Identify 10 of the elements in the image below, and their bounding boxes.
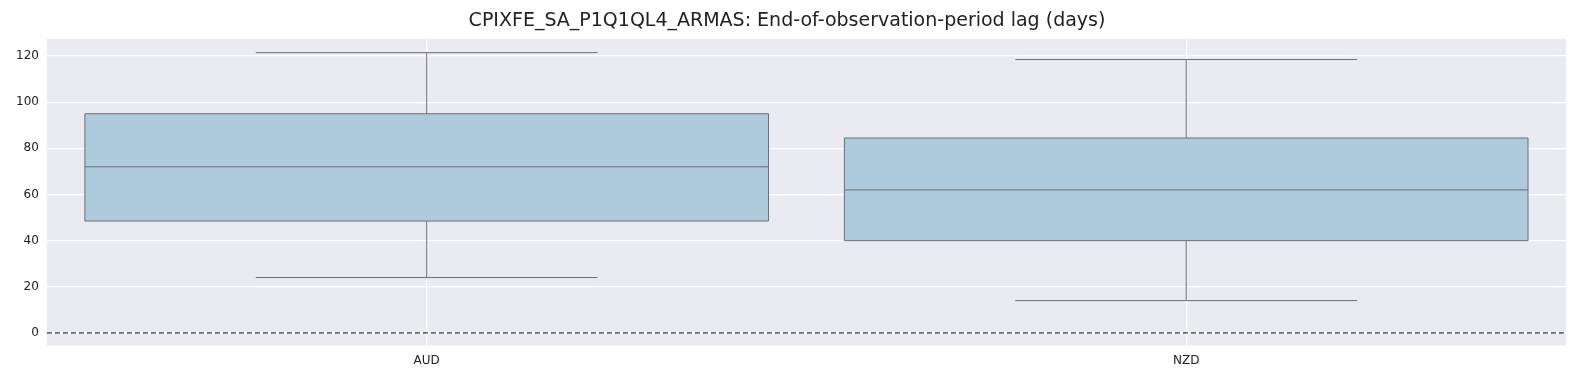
y-tick-label: 40: [23, 232, 39, 247]
y-tick-label: 80: [23, 140, 39, 155]
y-tick-label: 100: [16, 94, 39, 109]
y-tick-label: 60: [23, 186, 39, 201]
y-tick-label: 0: [31, 325, 39, 340]
x-tick-label: NZD: [1173, 352, 1200, 367]
x-tick-label: AUD: [413, 352, 440, 367]
y-tick-label: 20: [23, 278, 39, 293]
chart-title: CPIXFE_SA_P1Q1QL4_ARMAS: End-of-observation-period lag (days): [468, 8, 1106, 32]
y-tick-label: 120: [16, 48, 39, 63]
